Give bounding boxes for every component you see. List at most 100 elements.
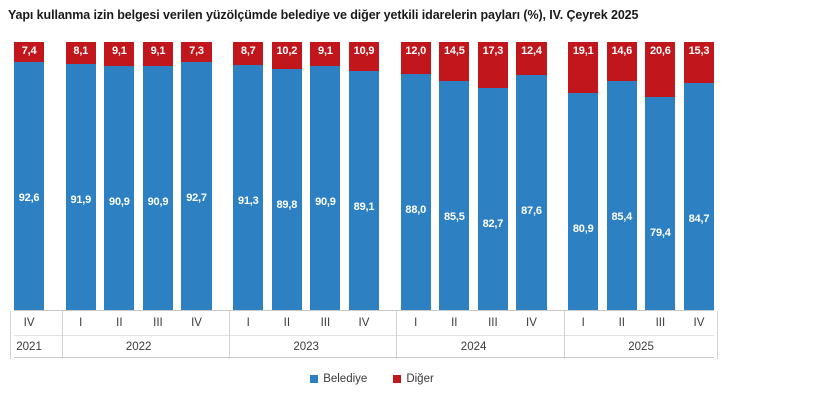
axis-quarter-label: III	[655, 317, 666, 329]
bar-value-label-diger: 12,0	[405, 45, 427, 57]
bar-group: 19,1 80,9	[568, 42, 599, 310]
bar-segment-diger: 12,4	[516, 42, 547, 76]
bar-stack: 8,7 91,3	[233, 42, 264, 310]
bar-group: 10,9 89,1	[348, 42, 380, 310]
bar-stack: 15,3 84,7	[683, 42, 714, 310]
bar-segment-diger: 9,1	[104, 42, 135, 67]
bar-value-label-belediye: 84,7	[688, 213, 710, 225]
bar-value-label-belediye: 91,9	[70, 193, 92, 206]
axis-year-row: 2021 2022 2023 2024 2025	[14, 335, 714, 359]
axis-year-label: 2024	[460, 341, 487, 353]
bar-group: 9,1 90,9	[142, 42, 173, 310]
bar-value-label-diger: 20,6	[650, 45, 671, 57]
legend-item[interactable]: Diğer	[393, 373, 434, 385]
plot-area: 7,4 92,6 8,1 91,9 9,1 90,9 9,1 90,9 7,3 92,7 8,7 91…	[14, 42, 714, 310]
bar-value-label-belediye: 89,8	[276, 199, 298, 212]
bar-value-label-belediye: 88,0	[405, 204, 427, 217]
bar-segment-belediye: 91,9	[65, 63, 96, 310]
bar-value-label-belediye: 91,3	[237, 195, 259, 208]
bar-group: 12,0 88,0	[400, 42, 431, 310]
axis-quarter-label: II	[283, 317, 291, 329]
bar-value-label-diger: 15,3	[688, 45, 710, 57]
axis-group-separator	[396, 311, 398, 359]
bar-stack: 9,1 90,9	[310, 42, 341, 310]
bar-group: 10,2 89,8	[271, 42, 302, 310]
bar-group: 14,6 85,4	[606, 42, 637, 310]
bar-segment-diger: 14,6	[606, 42, 637, 82]
bar-segment-belediye: 90,9	[142, 66, 173, 310]
axis-quarter-label: I	[79, 317, 83, 329]
bar-segment-belediye: 80,9	[568, 93, 599, 310]
axis-quarter-label: III	[153, 317, 163, 329]
legend-label: Belediye	[323, 373, 368, 385]
bar-group: 15,3 84,7	[683, 42, 714, 310]
bar-group: 12,4 87,6	[516, 42, 547, 310]
axis-quarter-row: IV I II III IV I II III IV I II III IV I II III IV	[14, 311, 714, 335]
bar-stack: 10,2 89,8	[271, 42, 302, 310]
bar-value-label-belediye: 82,7	[482, 218, 504, 231]
bar-segment-diger: 10,9	[348, 42, 380, 72]
legend-swatch-icon	[310, 375, 319, 383]
bar-stack: 19,1 80,9	[568, 42, 599, 310]
bar-segment-belediye: 79,4	[645, 97, 676, 310]
bar-stack: 7,4 92,6	[14, 42, 45, 310]
bar-value-label-diger: 19,1	[572, 45, 594, 57]
axis-year-label: 2021	[16, 341, 42, 353]
category-axis: IV I II III IV I II III IV I II III IV I II III IV 2021 2…	[9, 310, 719, 359]
bar-group: 8,7 91,3	[233, 42, 264, 310]
bar-value-label-diger: 7,3	[189, 45, 204, 57]
bar-segment-belediye: 85,5	[439, 80, 470, 310]
bar-segment-belediye: 89,1	[348, 71, 380, 310]
bar-value-label-belediye: 85,5	[444, 210, 465, 223]
bar-value-label-belediye: 92,6	[18, 191, 40, 204]
axis-quarter-label: I	[581, 317, 585, 329]
bar-value-label-diger: 8,1	[73, 45, 89, 57]
bar-group: 7,4 92,6	[14, 42, 45, 310]
bar-value-label-belediye: 80,9	[572, 223, 594, 236]
bar-value-label-diger: 9,1	[112, 45, 127, 57]
bar-value-label-belediye: 90,9	[109, 196, 130, 209]
axis-quarter-label: III	[320, 317, 331, 329]
axis-quarter-label: I	[414, 317, 418, 329]
bar-segment-diger: 10,2	[271, 42, 302, 70]
bar-segment-diger: 15,3	[683, 42, 714, 83]
legend-item[interactable]: Belediye	[310, 373, 367, 385]
bar-value-label-diger: 10,2	[276, 45, 298, 57]
bar-value-label-belediye: 90,9	[147, 196, 169, 209]
bar-value-label-belediye: 92,7	[186, 191, 207, 204]
bar-stack: 12,4 87,6	[516, 42, 547, 310]
bar-segment-belediye: 90,9	[104, 66, 135, 310]
bar-group: 20,6 79,4	[645, 42, 676, 310]
bar-value-label-belediye: 90,9	[315, 196, 336, 209]
bar-segment-diger: 8,7	[233, 42, 264, 66]
axis-group-separator	[61, 311, 63, 359]
bar-segment-diger: 7,3	[181, 42, 212, 62]
axis-quarter-label: II	[451, 317, 458, 329]
axis-quarter-label: IV	[693, 317, 705, 329]
bar-stack: 8,1 91,9	[65, 42, 96, 310]
bar-value-label-diger: 12,4	[521, 45, 542, 57]
bar-segment-diger: 9,1	[310, 42, 341, 67]
bar-value-label-diger: 14,5	[444, 45, 465, 57]
legend-swatch-icon	[393, 375, 402, 383]
bar-value-label-belediye: 79,4	[650, 227, 671, 240]
axis-group-separator	[228, 311, 230, 359]
axis-group-separator	[9, 311, 11, 359]
bar-segment-diger: 8,1	[65, 42, 96, 64]
bar-value-label-diger: 9,1	[150, 45, 166, 57]
bar-segment-belediye: 85,4	[606, 81, 637, 310]
bar-stack: 17,3 82,7	[477, 42, 508, 310]
legend-label: Diğer	[406, 373, 434, 385]
bar-segment-belediye: 87,6	[516, 75, 547, 310]
bar-segment-belediye: 84,7	[683, 83, 714, 310]
bar-value-label-belediye: 85,4	[611, 211, 633, 224]
axis-year-label: 2022	[125, 341, 152, 353]
bar-value-label-belediye: 89,1	[353, 201, 375, 214]
axis-quarter-label: I	[246, 317, 250, 329]
bar-value-label-diger: 10,9	[353, 45, 375, 57]
bar-stack: 20,6 79,4	[645, 42, 676, 310]
bar-stack: 9,1 90,9	[104, 42, 135, 310]
axis-group-separator	[717, 311, 719, 359]
bar-group: 7,3 92,7	[181, 42, 212, 310]
